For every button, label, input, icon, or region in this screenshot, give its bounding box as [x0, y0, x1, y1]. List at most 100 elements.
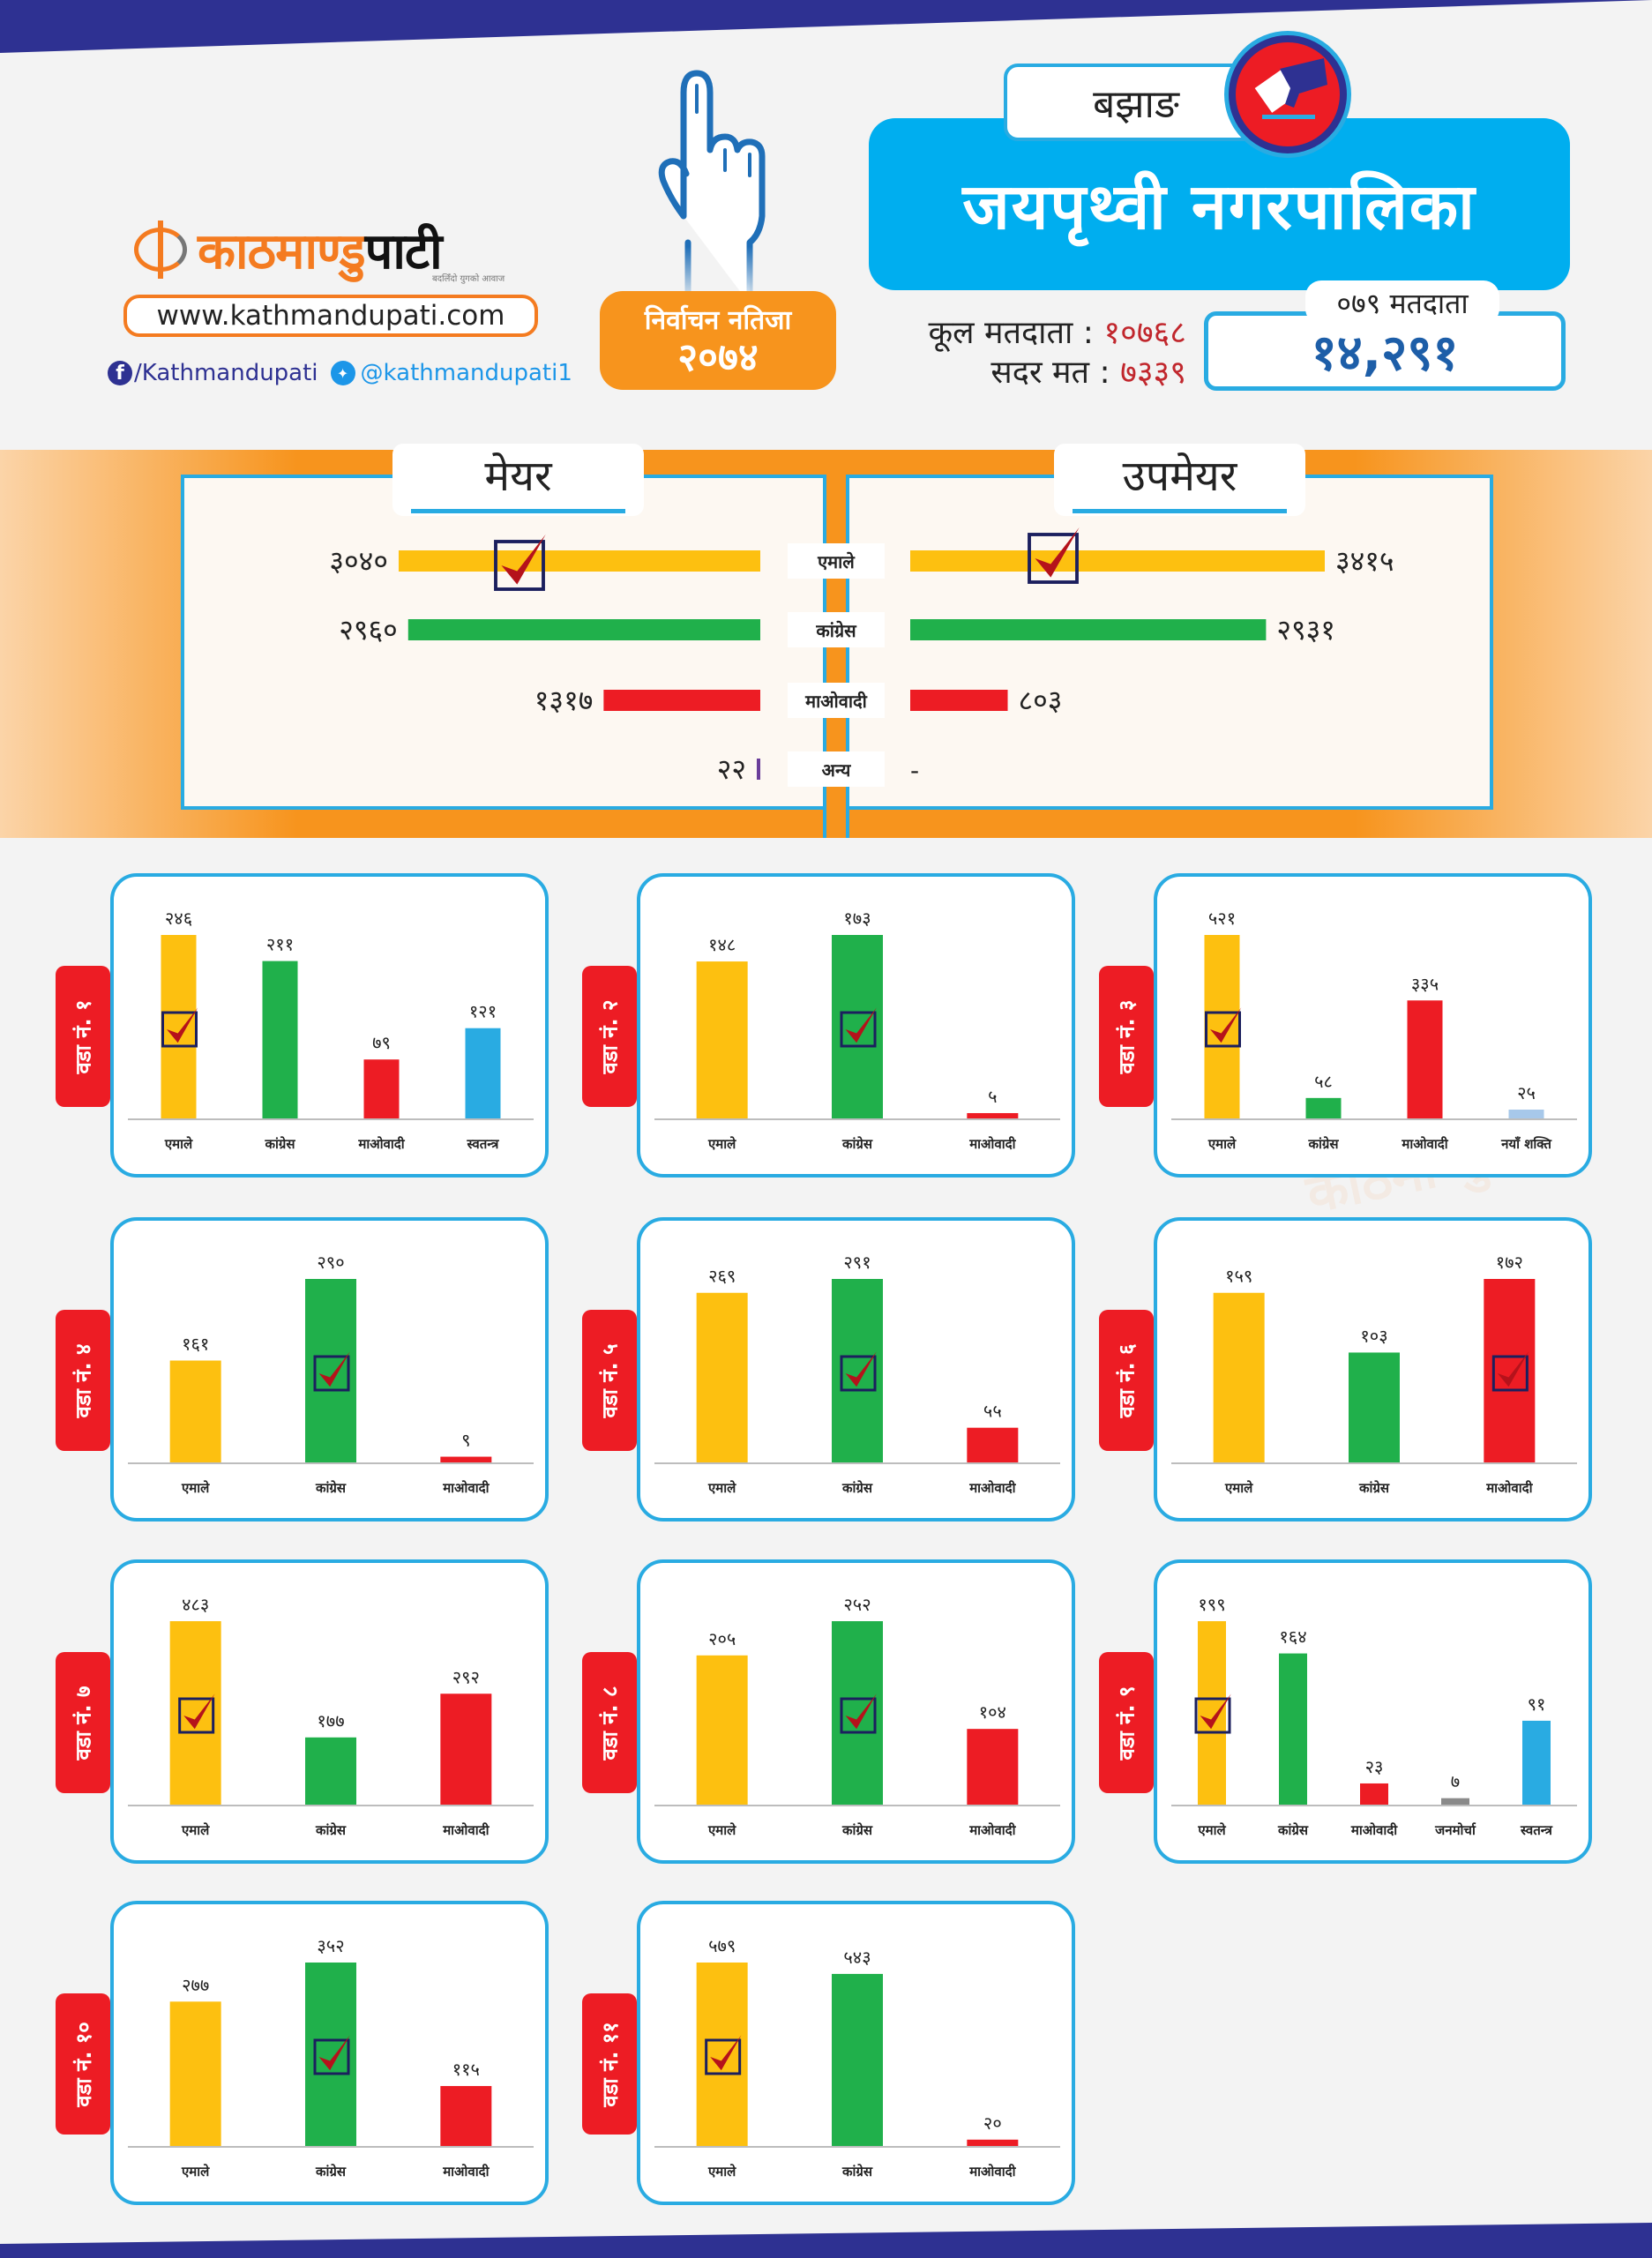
total-voters-label: कूल मतदाता [928, 315, 1073, 351]
ward-winner-check-icon [840, 1007, 877, 1048]
ward-winner-check-icon [705, 2035, 742, 2075]
ward-bar [1198, 1621, 1226, 1805]
ward-number-tab: वडा नं. ९ [1099, 1652, 1154, 1793]
deputy-bar-label: २९३१ [1276, 613, 1335, 647]
ward-bar-value: २९१ [843, 1252, 871, 1273]
website-link[interactable]: www.kathmandupati.com [123, 295, 538, 337]
brand-logo: काठमाण्डु पाटी [131, 216, 519, 282]
ward-bar-value: ४८३ [182, 1594, 209, 1615]
ward-category-label: एमाले [707, 2164, 736, 2179]
ward-category-label: कांग्रेस [1307, 1136, 1339, 1152]
ward-bar-value: २५२ [843, 1594, 871, 1615]
ballot-box-icon [1229, 35, 1347, 153]
deputy-bar [910, 619, 1267, 640]
deputy-bar-label: ८०३ [1019, 684, 1063, 717]
mayor-bar [603, 690, 760, 711]
ward-category-label: कांग्रेस [315, 1480, 347, 1496]
ward-category-label: कांग्रेस [264, 1136, 295, 1152]
ward-bar [967, 2139, 1019, 2146]
ward-number-tab: वडा नं. १० [56, 1993, 110, 2135]
ward-bar [967, 1427, 1019, 1462]
facebook-icon: f [108, 361, 132, 385]
ward-winner-check-icon [313, 1351, 350, 1392]
ward-winner-check-icon [178, 1694, 215, 1734]
voters-079-value: १४,२९१ [1204, 311, 1566, 391]
ward-bar-value: ११५ [452, 2059, 480, 2080]
deputy-bar [910, 550, 1325, 572]
mayor-bar-label: ३०४० [329, 544, 388, 578]
ward-bar-value: १४८ [708, 934, 736, 955]
ward-category-label: माओवादी [357, 1136, 405, 1152]
deputy-bar-label: - [910, 756, 919, 785]
ward-category-label: कांग्रेस [841, 1136, 873, 1152]
ward-bar [1349, 1352, 1400, 1462]
ward-category-label: माओवादी [442, 1822, 490, 1838]
ward-bar-value: १९९ [1198, 1594, 1225, 1615]
ward-bar-chart: २०५ एमाले २५२ कांग्रेस १०४ माओवादी [654, 1594, 1060, 1838]
deputy-bar-label: ३४१५ [1335, 544, 1394, 578]
ward-bar-value: २६९ [708, 1266, 736, 1287]
ward-winner-check-icon [840, 1694, 877, 1734]
ward-bar-value: १०३ [1360, 1325, 1387, 1346]
ward-number-tab: वडा नं. ६ [1099, 1310, 1154, 1451]
ward-bar-chart: १४८ एमाले १७३ कांग्रेस ५ माओवादी [654, 908, 1060, 1152]
ward-bar-value: ५५ [983, 1401, 1002, 1422]
twitter-link[interactable]: @kathmandupati1 [360, 360, 572, 386]
ward-bar-value: ७ [1451, 1771, 1460, 1792]
party-tag: अन्य [788, 751, 885, 787]
ward-winner-check-icon [840, 1351, 877, 1392]
ward-category-label: एमाले [1224, 1480, 1253, 1496]
ward-bar-chart: २७७ एमाले ३५२ कांग्रेस ११५ माओवादी [128, 1935, 534, 2179]
ward-category-label: माओवादी [1401, 1136, 1448, 1152]
mayor-heading: मेयर [392, 444, 644, 516]
mayor-winner-check-icon [494, 534, 546, 591]
facebook-link[interactable]: /Kathmandupati [134, 360, 318, 386]
ward-category-label: एमाले [707, 1136, 736, 1152]
ward-category-label: एमाले [707, 1822, 736, 1838]
ward-category-label: स्वतन्त्र [1520, 1822, 1553, 1838]
ward-bar-value: १७३ [843, 908, 871, 929]
ward-bar [305, 1737, 356, 1805]
ward-bar-value: ५४३ [843, 1947, 871, 1968]
ward-category-label: एमाले [181, 1480, 210, 1496]
globe-tower-icon [131, 219, 192, 280]
ward-card [637, 1901, 1075, 2205]
municipality-title: जयपृथ्वी नगरपालिका [869, 118, 1570, 290]
ward-number-tab: वडा नं. ८ [582, 1652, 637, 1793]
ward-bar-value: ५७९ [708, 1935, 736, 1956]
ward-bar [696, 1655, 748, 1805]
deputy-winner-check-icon [1028, 527, 1080, 584]
ward-category-label: एमाले [164, 1136, 193, 1152]
ward-bar-chart: १५९ एमाले १०३ कांग्रेस १७२ माओवादी [1171, 1252, 1577, 1496]
ward-bar [440, 2086, 492, 2146]
ward-bar [1305, 1097, 1342, 1118]
voting-finger-icon [658, 70, 766, 304]
ward-category-label: माओवादी [1485, 1480, 1533, 1496]
ward-number-tab: वडा नं. १ [56, 966, 110, 1107]
ward-category-label: नयाँ शक्ति [1500, 1136, 1552, 1152]
ward-bar [1360, 1783, 1388, 1805]
ward-bar-chart: ४८३ एमाले १७७ कांग्रेस २९२ माओवादी [128, 1594, 534, 1838]
ward-bar-chart: ५२१ एमाले ५८ कांग्रेस ३३५ माओवादी २५ नयाँ शक्ति [1171, 908, 1577, 1152]
ward-winner-check-icon [1205, 1007, 1242, 1048]
ward-number-tab: वडा नं. ११ [582, 1993, 637, 2135]
ward-bar-chart: २४६ एमाले २११ कांग्रेस ७९ माओवादी १२१ स्वतन्त्र [128, 908, 534, 1152]
ward-category-label: माओवादी [968, 1822, 1016, 1838]
ward-category-label: माओवादी [968, 1480, 1016, 1496]
ward-category-label: कांग्रेस [1358, 1480, 1390, 1496]
election-result-badge: निर्वाचन नतिजा २०७४ [600, 291, 836, 390]
mayor-bar-label: २२ [717, 752, 746, 786]
ward-category-label: माओवादी [968, 2164, 1016, 2179]
ward-bar-chart: ५७९ एमाले ५४३ कांग्रेस २० माओवादी [654, 1935, 1060, 2179]
mayor-bar [398, 550, 760, 572]
ward-bar-value: ५२१ [1208, 908, 1236, 929]
ward-bar-value: २४६ [165, 908, 192, 929]
ward-bar [1213, 1292, 1265, 1462]
ward-bar [169, 1360, 221, 1462]
ward-category-label: माओवादी [442, 1480, 490, 1496]
ward-bar [1508, 1110, 1544, 1118]
ward-category-label: एमाले [1197, 1822, 1226, 1838]
mayor-bar [407, 619, 760, 640]
ward-bar-value: १५९ [1225, 1266, 1252, 1287]
ward-bar [1407, 1000, 1443, 1118]
